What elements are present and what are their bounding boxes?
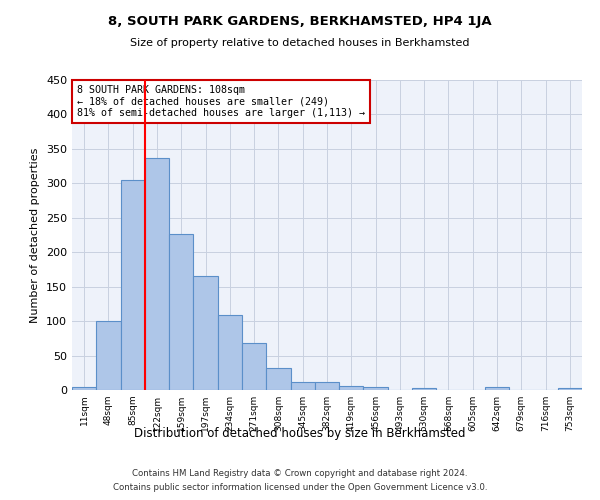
Bar [485, 387, 509, 390]
Bar [193, 276, 218, 390]
Bar [72, 386, 96, 390]
Text: Contains public sector information licensed under the Open Government Licence v3: Contains public sector information licen… [113, 484, 487, 492]
Bar [242, 343, 266, 390]
Text: 8, SOUTH PARK GARDENS, BERKHAMSTED, HP4 1JA: 8, SOUTH PARK GARDENS, BERKHAMSTED, HP4 … [108, 15, 492, 28]
Bar [218, 315, 242, 390]
Text: Size of property relative to detached houses in Berkhamsted: Size of property relative to detached ho… [130, 38, 470, 48]
Bar [412, 388, 436, 390]
Bar [266, 368, 290, 390]
Bar [339, 386, 364, 390]
Bar [290, 382, 315, 390]
Bar [558, 388, 582, 390]
Y-axis label: Number of detached properties: Number of detached properties [31, 148, 40, 322]
Bar [169, 234, 193, 390]
Bar [121, 180, 145, 390]
Text: Distribution of detached houses by size in Berkhamsted: Distribution of detached houses by size … [134, 428, 466, 440]
Bar [364, 387, 388, 390]
Text: Contains HM Land Registry data © Crown copyright and database right 2024.: Contains HM Land Registry data © Crown c… [132, 468, 468, 477]
Bar [96, 321, 121, 390]
Bar [315, 382, 339, 390]
Bar [145, 158, 169, 390]
Text: 8 SOUTH PARK GARDENS: 108sqm
← 18% of detached houses are smaller (249)
81% of s: 8 SOUTH PARK GARDENS: 108sqm ← 18% of de… [77, 84, 365, 118]
